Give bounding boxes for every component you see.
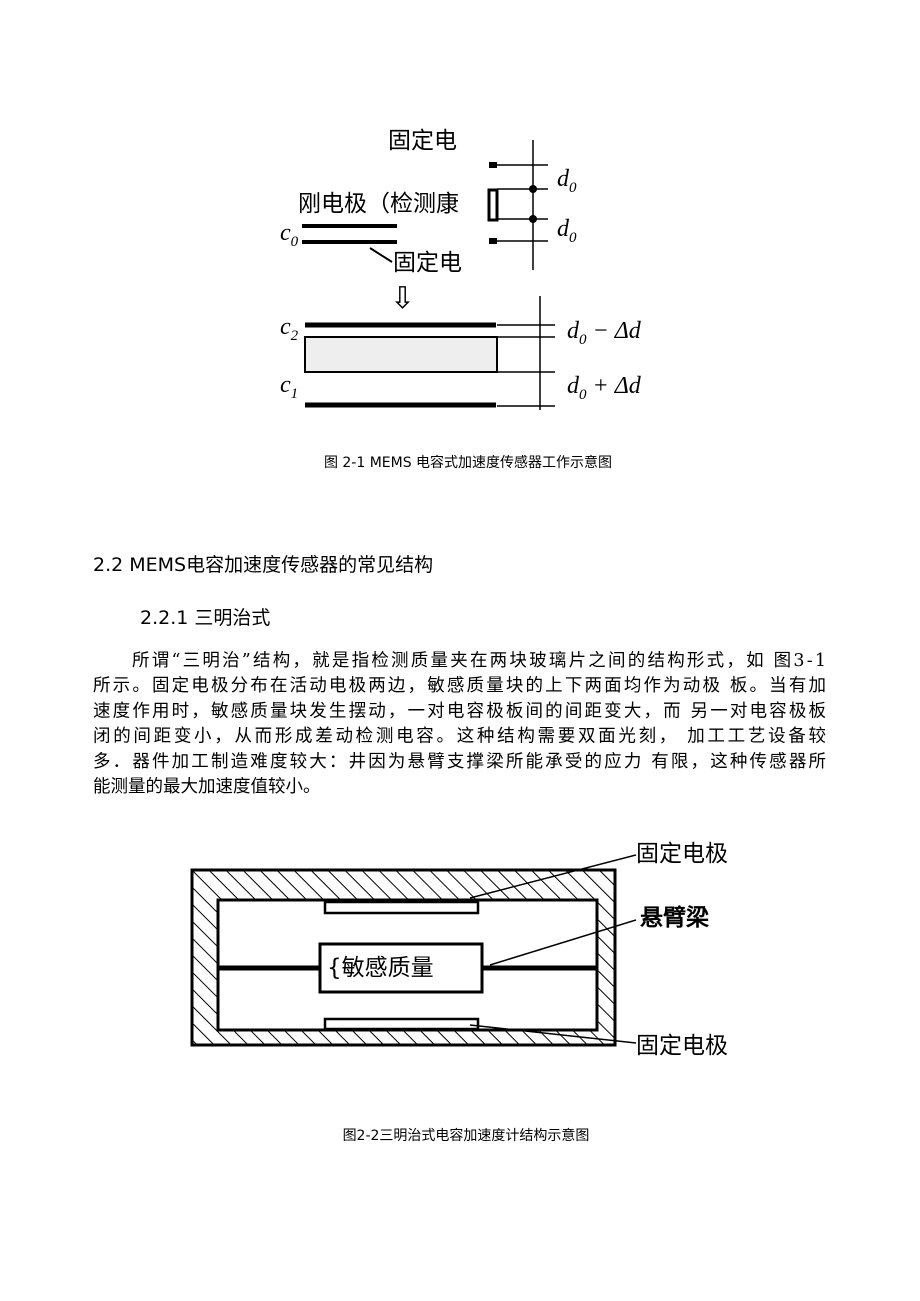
label: 悬臂梁 [640,904,709,931]
figure-2: 固定电极 悬臂梁 {敏感质量 固定电极 图2-2三明治式电容加速度计结构示意图 [190,841,728,1144]
leader [469,854,637,899]
paragraph-line: 能测量的最大加速度值较小。 [93,777,321,797]
label: c1 [280,372,298,402]
paragraph-line: 多．器件加工制造难度较大：井因为悬臂支撑梁所能承受的应力 有限，这种传感器所 [93,752,826,772]
dimension [497,296,555,410]
paragraph-line: 所谓“三明治”结构，就是指检测质量夹在两块玻璃片之间的结构形式，如 图3-1 [132,651,826,671]
label: d0 + Δd [567,373,642,403]
label: d0 − Δd [567,318,642,348]
label: c0 [280,220,299,250]
leader [369,247,393,263]
dot [529,185,537,193]
electrode [323,900,480,915]
label: {敏感质量 [327,955,434,981]
arrow: ⇩ [390,281,415,316]
label: 刚电极（检测康 [298,191,459,217]
label: 固定电极 [636,1033,728,1059]
leader [469,1024,637,1044]
mass [304,336,498,373]
label: c2 [280,314,299,344]
caption: 图 2-1 MEMS 电容式加速度传感器工作示意图 [324,454,612,471]
label: 固定电 [393,250,462,276]
dimension [497,140,548,270]
electrode [323,1017,480,1031]
label: d0 [557,216,577,246]
dot [529,215,537,223]
paragraph: 所谓“三明治”结构，就是指检测质量夹在两块玻璃片之间的结构形式，如 图3-1 所示… [93,651,826,797]
label: 固定电 [388,128,457,154]
heading: 2.2 MEMS电容加速度传感器的常见结构 [93,554,433,576]
leader [489,919,637,966]
figure-1: 固定电 刚电极（检测康 固定电 c0 d0 d0 ⇩ c2 c1 d0 − Δd… [280,128,642,471]
plate-end [489,238,497,244]
caption: 图2-2三明治式电容加速度计结构示意图 [343,1127,590,1144]
plate-end [489,162,497,168]
plate-end [487,188,499,222]
label: d0 [557,166,577,196]
mass [318,942,484,994]
label: 固定电极 [636,841,728,867]
paragraph-line: 闭的间距变小，从而形成差动检测电容。这种结构需要双面光刻， 加工工艺设备较 [93,727,826,747]
paragraph-line: 所示。固定电极分布在活动电极两边，敏感质量块的上下两面均作为动极 板。当有加 [93,676,826,696]
paragraph-line: 速度作用时，敏感质量块发生摆动，一对电容极板间的间距变大，而 另一对电容极板 [93,701,826,721]
subheading: 2.2.1 三明治式 [140,607,270,629]
